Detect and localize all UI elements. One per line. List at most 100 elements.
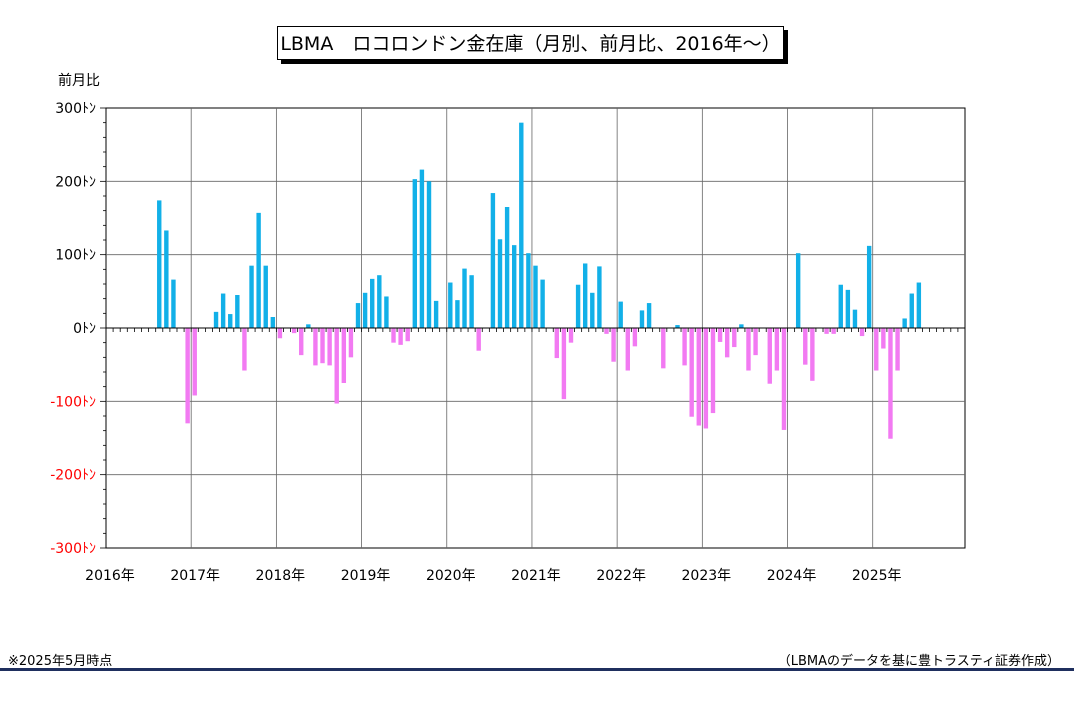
bar [220,293,226,328]
x-tick-label: 2021年 [511,568,561,584]
bar [433,300,439,328]
bar [611,328,616,362]
bar [824,328,829,334]
bar [313,328,318,366]
bar [462,268,467,328]
bar [540,279,545,328]
bar [334,328,339,404]
bar [270,317,276,328]
source-note: （LBMAのデータを基に豊トラスティ証券作成） [777,654,1060,669]
bar [859,328,865,337]
bar [469,275,474,328]
bar [632,328,638,347]
bar [838,284,843,328]
bar [327,328,332,366]
bar [774,328,780,371]
bar [448,282,453,328]
y-tick-label: 100ﾄﾝ [55,248,96,264]
bar [803,328,808,365]
bar [639,310,645,328]
bar [476,328,481,351]
bar [753,328,758,356]
bar [604,328,609,334]
bar [384,296,389,328]
bar [299,328,304,356]
bar [320,328,325,364]
bar [874,328,879,371]
bar [405,328,410,342]
y-tick-label: -100ﾄﾝ [50,394,96,410]
bar [185,328,190,424]
bar [618,301,623,328]
bar [242,328,247,371]
bar [490,193,496,328]
bar [831,328,836,334]
bar [362,292,368,328]
bar [355,303,361,328]
bar [277,328,283,339]
x-tick-label: 2025年 [852,568,902,584]
bar [845,289,851,328]
bar [717,328,723,342]
bar [724,328,730,358]
bar [675,325,680,328]
bar [902,318,907,328]
bar [291,328,297,334]
bar [689,328,694,417]
y-tick-label: -300ﾄﾝ [50,541,96,557]
bar [732,328,737,348]
bar [192,328,197,396]
bar [419,169,425,328]
bar [582,263,588,328]
bar [568,328,574,343]
footnote: ※2025年5月時点 [8,654,113,669]
bar [590,292,595,328]
bar [213,311,219,328]
bar [398,328,403,345]
bar [575,284,581,328]
x-tick-label: 2020年 [426,568,476,584]
bar [625,328,630,371]
bar [455,300,460,328]
bar [504,207,510,328]
bar [810,328,815,381]
x-tick-label: 2023年 [682,568,732,584]
y-tick-label: 0ﾄﾝ [73,321,96,337]
bar [263,265,268,328]
bar [249,265,254,328]
bar [682,328,687,366]
bar [171,279,176,328]
bar [781,328,787,430]
bar [888,328,893,439]
chart-title: LBMA ロコロンドン金在庫（月別、前月比、2016年～） [277,26,784,60]
bar [554,328,559,359]
bar [306,324,311,328]
y-tick-label: 200ﾄﾝ [55,174,96,190]
bar [710,328,716,414]
bar [519,122,524,329]
bar [852,309,858,328]
bar [661,328,666,369]
bar [533,265,538,328]
bar [916,282,922,328]
bar [256,212,261,328]
bar [909,293,914,328]
bar [228,314,233,328]
bar [746,328,751,371]
bar [412,179,418,328]
x-tick-label: 2024年 [767,568,817,584]
bar [696,328,701,426]
bar [703,328,709,429]
bar [526,253,531,328]
bar [881,328,886,349]
bar [391,328,396,343]
bar [646,303,652,328]
y-tick-label: 300ﾄﾝ [55,101,96,117]
bar [866,245,872,328]
bar [561,328,567,400]
x-tick-label: 2017年 [170,568,220,584]
bar [341,328,347,383]
bar [767,328,772,384]
bar [426,181,432,328]
x-tick-label: 2018年 [256,568,306,584]
